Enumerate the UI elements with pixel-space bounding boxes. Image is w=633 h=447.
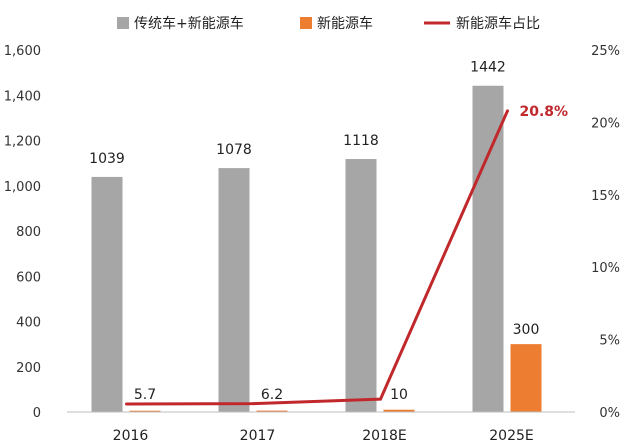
x-axis: 2016 2017 2018E 2025E — [67, 411, 575, 444]
bar-label-1-2: 10 — [390, 387, 408, 403]
y-right-tick-3: 15% — [591, 189, 620, 204]
y-left-tick-4: 800 — [16, 225, 41, 240]
bar-label-0-3: 1442 — [470, 60, 506, 76]
x-tick-2: 2018E — [362, 428, 406, 444]
bar-0-2 — [345, 159, 377, 412]
y-left-tick-5: 1,000 — [4, 180, 41, 195]
legend-label-2: 新能源车占比 — [456, 15, 540, 32]
y-left-tick-3: 600 — [16, 270, 41, 285]
bar-1-0 — [129, 410, 161, 412]
y-left-tick-0: 0 — [33, 406, 41, 421]
bar-label-0-2: 1118 — [343, 133, 379, 149]
ratio-point-2 — [379, 397, 382, 401]
x-tick-3: 2025E — [489, 428, 533, 444]
bar-label-1-3: 300 — [513, 322, 540, 338]
bar-1-3 — [510, 344, 542, 412]
bar-1-1 — [256, 410, 288, 412]
y-left-tick-7: 1,400 — [4, 89, 41, 104]
x-tick-1: 2017 — [240, 428, 276, 444]
bar-0-0 — [91, 176, 123, 412]
y-left-tick-1: 200 — [16, 361, 41, 376]
ratio-label-3: 20.8% — [520, 104, 569, 120]
data-labels: 1039 1078 1118 1442 5.7 6.2 10 300 20.8% — [89, 60, 568, 403]
bar-label-0-0: 1039 — [89, 151, 125, 167]
y-left-tick-6: 1,200 — [4, 135, 41, 150]
legend: 传统车+新能源车 新能源车 新能源车占比 — [117, 15, 540, 32]
legend-swatch-0 — [117, 17, 129, 29]
bar-1-2 — [383, 409, 415, 412]
y-right-tick-4: 20% — [591, 116, 620, 131]
bar-0-3 — [472, 85, 504, 412]
ratio-point-3 — [506, 109, 509, 113]
bar-label-1-1: 6.2 — [261, 387, 283, 403]
y-right-tick-5: 25% — [591, 44, 620, 59]
y-axis-right: 0% 5% 10% 15% 20% 25% — [591, 44, 620, 421]
x-tick-0: 2016 — [113, 428, 149, 444]
ratio-point-1 — [252, 402, 255, 406]
y-axis-left: 0 200 400 600 800 1,000 1,200 1,400 1,600 — [4, 44, 41, 421]
ratio-line — [125, 109, 509, 406]
legend-label-0: 传统车+新能源车 — [134, 15, 244, 32]
bar-label-0-1: 1078 — [216, 142, 252, 158]
y-left-tick-2: 400 — [16, 316, 41, 331]
y-left-tick-8: 1,600 — [4, 44, 41, 59]
bar-0-1 — [218, 168, 250, 412]
y-right-tick-0: 0% — [599, 406, 620, 421]
ratio-line-path — [126, 110, 509, 406]
legend-label-1: 新能源车 — [317, 15, 373, 32]
ratio-point-0 — [125, 402, 128, 406]
legend-swatch-1 — [300, 17, 312, 29]
y-right-tick-1: 5% — [599, 334, 620, 349]
bars — [91, 85, 542, 412]
y-right-tick-2: 10% — [591, 261, 620, 276]
bar-label-1-0: 5.7 — [134, 387, 156, 403]
